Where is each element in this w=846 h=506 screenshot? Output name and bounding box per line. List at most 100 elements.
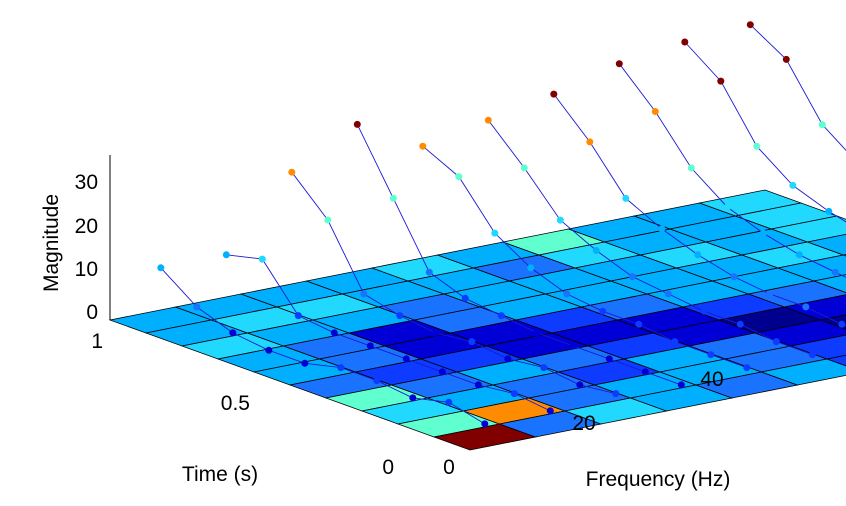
z-tick-label: 20 xyxy=(75,215,98,238)
stem-series-line xyxy=(160,267,486,425)
stem-point xyxy=(736,320,744,328)
stem-point xyxy=(658,225,666,233)
stem-point xyxy=(540,364,548,372)
stem-point xyxy=(838,320,846,328)
stem-point xyxy=(474,381,482,389)
stem-point xyxy=(366,342,374,350)
surface-cell xyxy=(770,215,846,243)
stem-point xyxy=(402,355,410,363)
stem-point xyxy=(461,294,469,302)
stem-point xyxy=(419,142,427,150)
stem-point xyxy=(504,355,512,363)
stem-point xyxy=(432,329,440,337)
stem-point xyxy=(484,116,492,124)
stem-point xyxy=(468,338,476,346)
surface-cell xyxy=(776,254,846,282)
stem-point xyxy=(677,381,685,389)
stem-point xyxy=(831,268,839,276)
stem-point xyxy=(641,368,649,376)
stem-point xyxy=(743,364,751,372)
stem-point xyxy=(818,121,826,129)
stem-point xyxy=(546,407,554,415)
surface-cell xyxy=(812,274,846,293)
stem-point xyxy=(772,338,780,346)
stem-point xyxy=(294,312,302,320)
z-tick-label: 30 xyxy=(75,171,98,194)
y-tick-label: 1 xyxy=(91,330,103,353)
stem-series-group xyxy=(157,21,846,428)
stem-series-line xyxy=(684,41,846,223)
stem-point xyxy=(455,173,463,181)
stem-point xyxy=(556,216,564,224)
stem-point xyxy=(425,268,433,276)
stem-point xyxy=(802,303,810,311)
stem-series-line xyxy=(291,171,616,395)
stem-point xyxy=(730,273,738,281)
y-axis-label: Time (s) xyxy=(182,463,258,486)
stem-point xyxy=(615,60,623,68)
stem-point xyxy=(337,364,345,372)
stem-point xyxy=(651,108,659,115)
stem-point xyxy=(766,290,774,298)
stem-point xyxy=(533,329,541,337)
stem-point xyxy=(288,168,296,176)
surface-cell xyxy=(842,254,846,257)
stem-point xyxy=(759,229,767,237)
stem-point xyxy=(707,351,715,359)
stem-point xyxy=(520,164,528,172)
stem-point xyxy=(324,216,332,224)
stem-series-line xyxy=(422,145,747,369)
stem-point xyxy=(481,420,489,428)
stem-point xyxy=(782,55,790,63)
x-tick-label: 20 xyxy=(572,412,595,435)
z-tick-label: 10 xyxy=(75,258,98,281)
stem-point xyxy=(497,312,505,320)
stem-point xyxy=(599,307,607,315)
z-tick-label: 0 xyxy=(86,301,98,324)
stem-point xyxy=(527,264,535,272)
stem-point xyxy=(664,290,672,298)
stem-point xyxy=(301,359,309,367)
stem-point xyxy=(612,390,620,398)
z-axis-label: Magnitude xyxy=(40,194,63,292)
stem-point xyxy=(628,273,636,281)
y-tick-label: 0.5 xyxy=(221,392,250,415)
stem-point xyxy=(373,377,381,385)
stem-point xyxy=(510,390,518,398)
stem-point xyxy=(671,338,679,346)
surface-cell xyxy=(806,233,846,256)
x-tick-label: 40 xyxy=(700,368,723,391)
x-axis-label: Frequency (Hz) xyxy=(586,468,731,491)
x-tick-label: 0 xyxy=(443,456,455,479)
stem-point xyxy=(687,164,695,172)
stem-point xyxy=(438,368,446,376)
surface-cell xyxy=(760,358,846,386)
y-tick-label: 0 xyxy=(382,456,394,479)
stem-point xyxy=(389,194,397,202)
stem-point xyxy=(193,303,201,311)
stem-point xyxy=(569,342,577,350)
stem-point xyxy=(576,381,584,389)
stem-point xyxy=(360,290,368,298)
stem-point xyxy=(563,290,571,298)
stem-point xyxy=(795,251,803,259)
stem-point xyxy=(717,77,725,85)
axes: 30 20 10 0 Magnitude 1 0.5 0 Time (s) 0 … xyxy=(40,155,730,491)
stem-point xyxy=(746,21,754,29)
stem-point xyxy=(157,264,165,272)
stem-series-line xyxy=(487,119,813,356)
stem-point xyxy=(635,320,643,328)
stem-series-line xyxy=(749,24,846,152)
stem-point xyxy=(808,351,816,359)
stem-point xyxy=(723,203,731,211)
stem-point xyxy=(605,355,613,363)
stem-point xyxy=(622,194,630,202)
stem-series-line xyxy=(618,63,846,278)
stem-point xyxy=(409,394,417,402)
stem-point xyxy=(229,329,237,337)
stem-point xyxy=(445,398,453,406)
stem-point xyxy=(825,207,833,215)
stem-point xyxy=(491,229,499,237)
surface-cell xyxy=(825,354,846,367)
